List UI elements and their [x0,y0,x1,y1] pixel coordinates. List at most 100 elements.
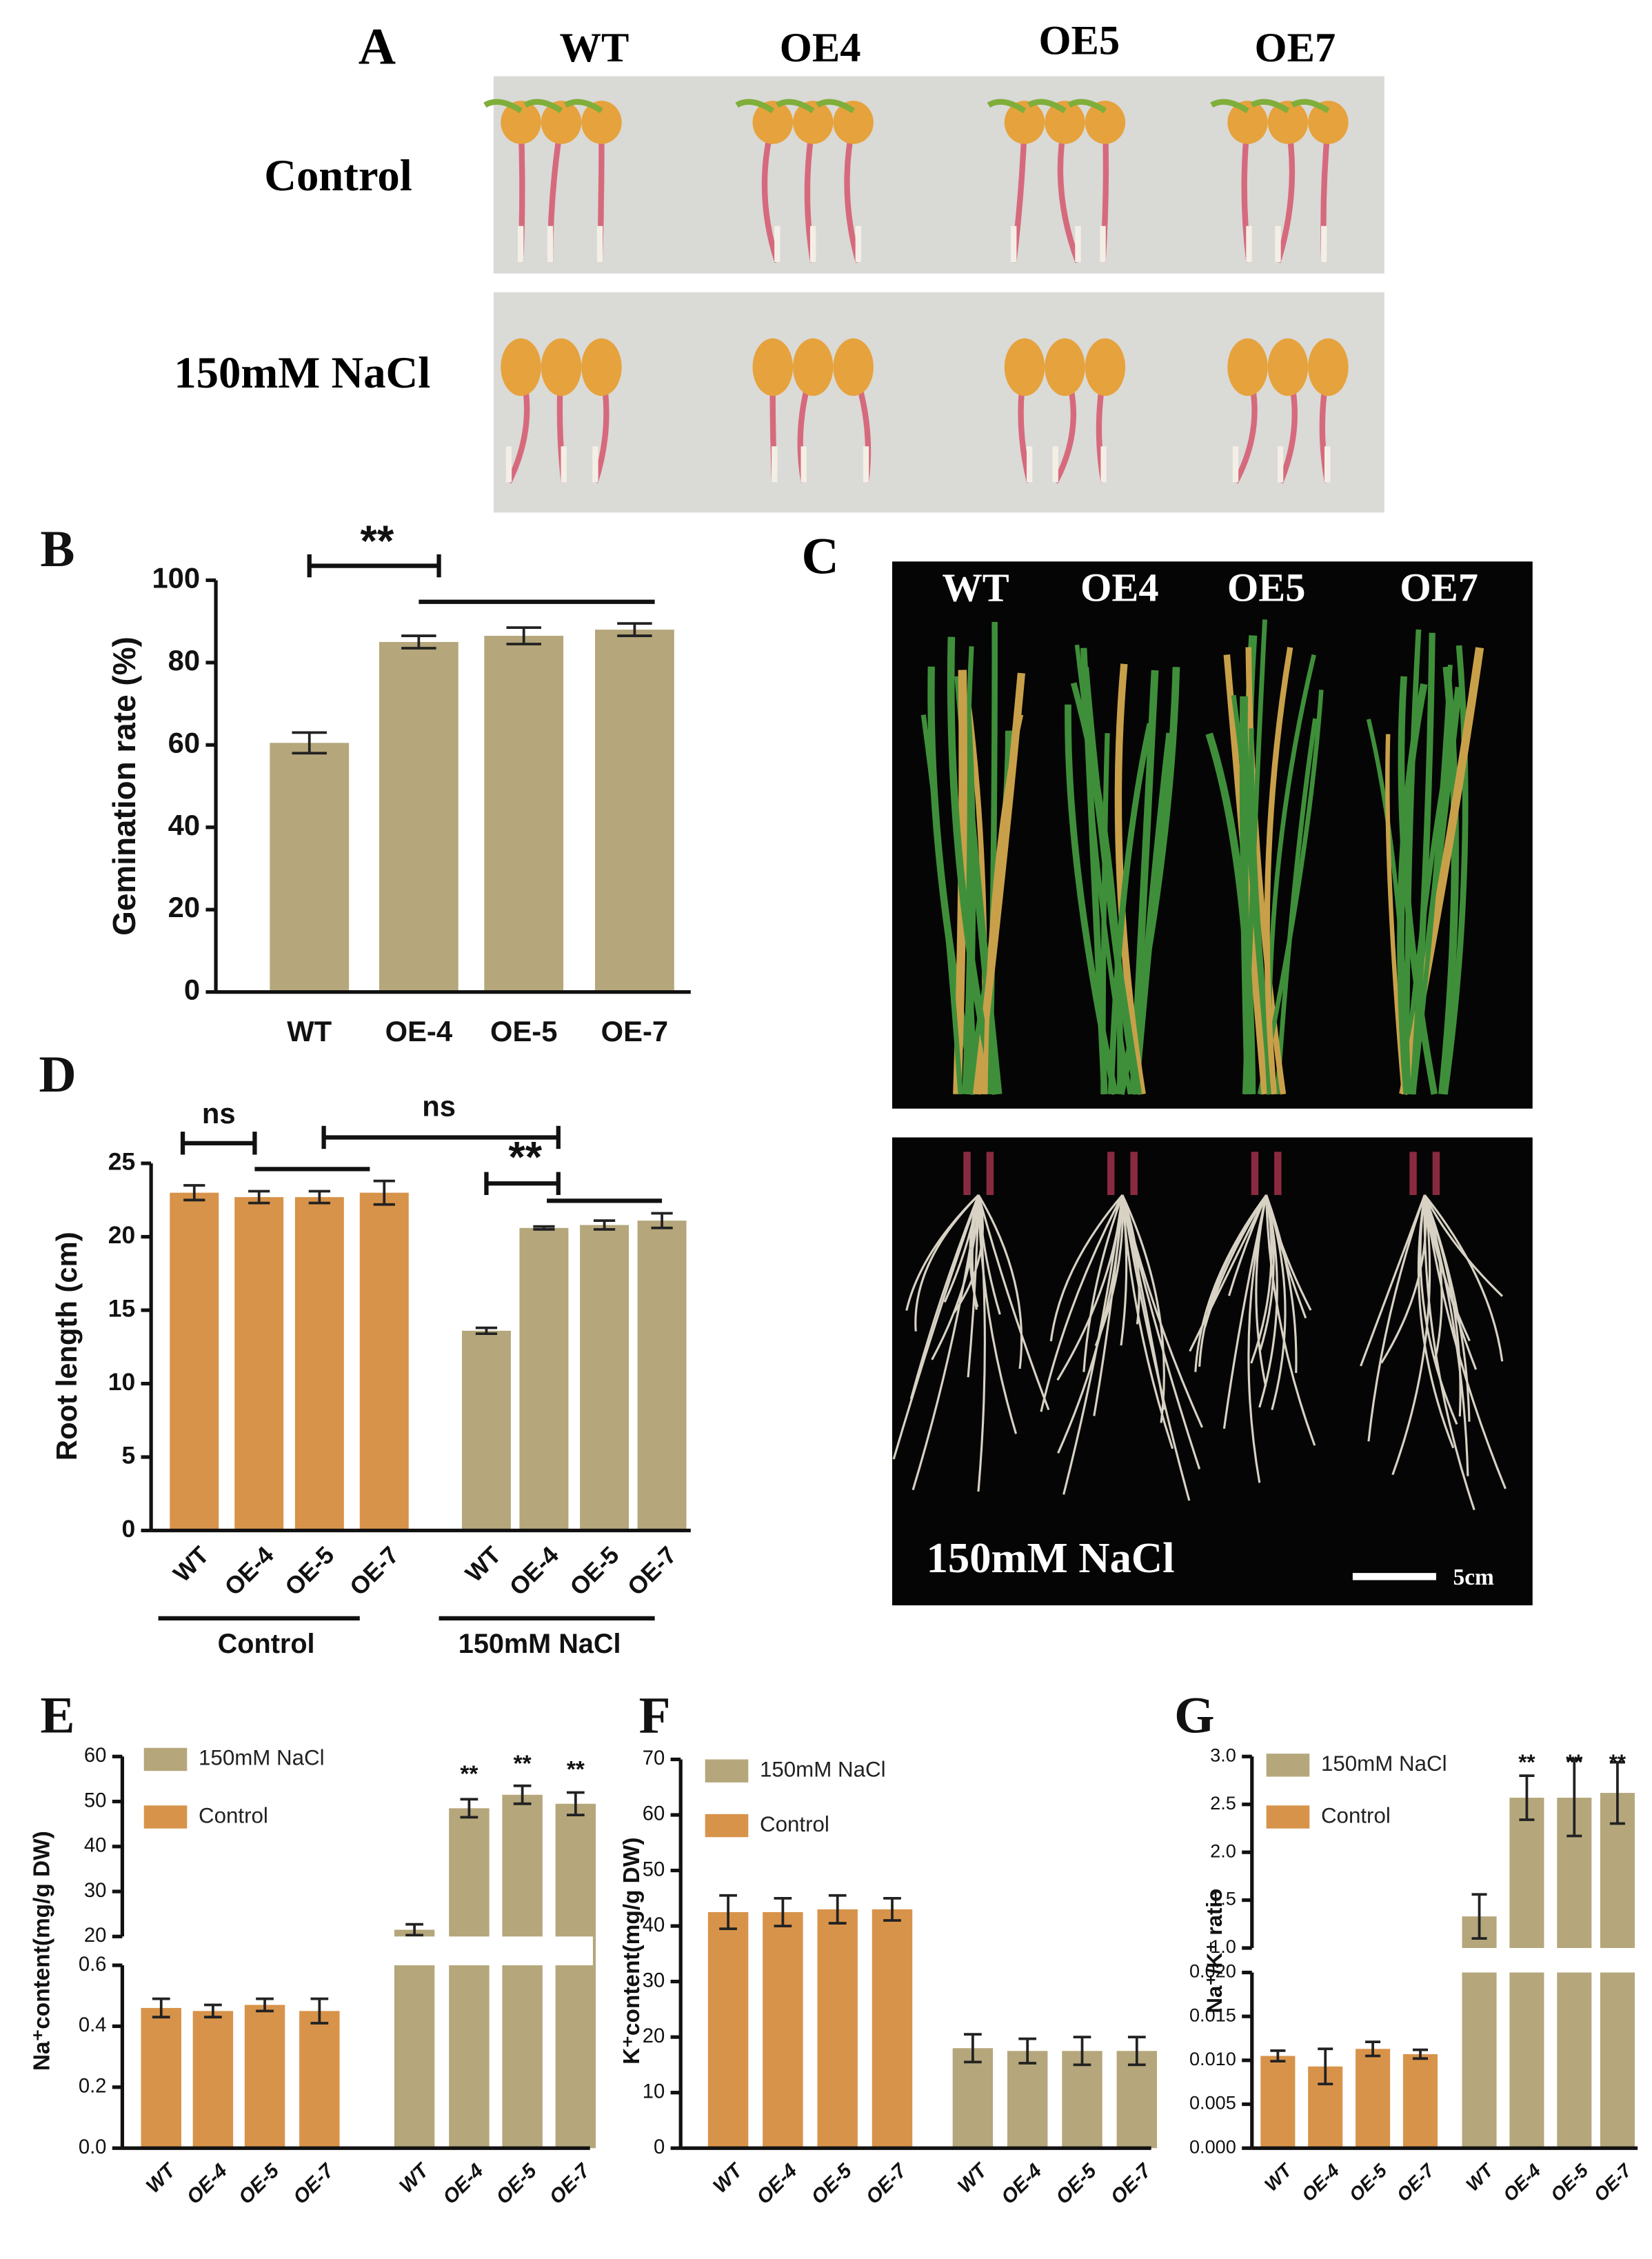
x-tick-label: OE-5 [565,1541,625,1601]
bar [637,1221,687,1531]
significance-label: ** [508,1133,542,1181]
root-line [1040,1194,1124,1412]
leaf [1397,683,1428,1095]
y-tick-label: 30 [643,1969,665,1991]
root-line [977,1194,1023,1369]
bar [1402,2054,1438,2149]
column-label: OE4 [780,25,861,71]
photo-nacl [493,292,1384,513]
y-tick-label: 2.0 [1210,1840,1236,1861]
x-tick-label: OE-4 [385,1015,452,1047]
seed [792,101,834,144]
column-label: OE4 [1080,565,1159,610]
y-tick-label: 100 [152,561,200,594]
seed [1004,338,1045,396]
bar [449,1808,490,2149]
leaf [1131,732,1174,1095]
y-tick-label: 15 [108,1294,135,1322]
significance-label: ** [1609,1750,1626,1774]
leaf [1074,644,1142,1095]
root-line [1255,1194,1268,1387]
y-axis-label: Gemination rate (%) [106,636,142,936]
error-bar [183,1184,205,1202]
error-bar [828,1894,847,1925]
root-line [1049,1194,1124,1342]
seed [833,101,874,144]
shoot [564,99,603,114]
significance-brackets [158,554,663,1620]
leaf [1107,723,1154,1095]
root-line [1228,1194,1268,1296]
x-tick-label: WT [168,1541,214,1588]
x-tick-label: WT [142,2159,181,2198]
error-bar [513,1784,532,1805]
seed [581,338,622,396]
seed [1045,101,1085,144]
error-bar [308,1189,330,1205]
bar [872,1909,913,2149]
column-label: OE5 [1227,565,1306,610]
y-axis-label: Root length (cm) [50,1232,83,1460]
error-bar [152,1997,170,2019]
group-label: Control [218,1629,315,1659]
error-bar [593,1219,616,1231]
x-tick-label: OE-7 [545,2159,595,2209]
y-tick-label: 20 [108,1221,135,1249]
stem [963,1152,994,1196]
legend-label: 150mM NaCl [199,1746,325,1770]
bar [1356,2049,1391,2149]
error-bar [1471,1893,1487,1940]
error-bar [1412,2048,1428,2060]
x-tick-label: OE-4 [504,1541,564,1601]
y-tick-label: 20 [84,1925,107,1947]
error-bar [883,1896,901,1922]
seed [581,101,622,144]
error-bar [506,626,541,645]
x-tick-label: OE-4 [997,2160,1046,2209]
y-tick-label: 0.0 [79,2136,107,2158]
bar [461,1330,511,1531]
y-tick-label: 30 [84,1880,107,1902]
axis-break-gap [125,1936,593,1966]
legend-label: 150mM NaCl [760,1757,886,1781]
row-label: Control [264,150,412,200]
x-tick-label: OE-7 [290,2159,339,2209]
shoot [1291,99,1330,114]
bar [394,1929,435,2149]
legend-swatch [1266,1805,1310,1829]
error-bar [566,1791,585,1817]
bar [555,1803,596,2149]
x-tick-label: OE-5 [492,2160,541,2209]
seed [1085,338,1126,396]
error-bar [533,1225,555,1231]
y-tick-label: 0.2 [79,2076,107,2098]
seed [1267,101,1309,144]
seed [1004,101,1045,144]
leaf [983,714,1024,1094]
error-bar [1365,2040,1381,2058]
root-line [1423,1194,1504,1297]
root-line [1259,1194,1275,1351]
bracket [180,1132,257,1155]
root-line [1367,1194,1426,1442]
y-axis-label: Na⁺content(mg/g DW) [29,1831,54,2071]
y-tick-label: 40 [168,809,200,841]
x-tick-label: WT [709,2159,747,2198]
row-label: 150mM NaCl [174,348,430,397]
bar [192,2011,234,2149]
seed [792,338,834,396]
root-line [1419,1194,1458,1425]
stem [1251,1152,1282,1196]
shoot [987,99,1027,114]
seed [833,338,874,396]
bar [1007,2051,1048,2149]
y-tick-label: 0 [184,974,200,1006]
bar [359,1192,409,1531]
bar [1062,2051,1102,2149]
root-line [1121,1194,1203,1428]
bar [141,2007,181,2149]
error-bar [651,1212,673,1229]
y-tick-label: 5 [121,1441,135,1469]
seed [1085,101,1126,144]
